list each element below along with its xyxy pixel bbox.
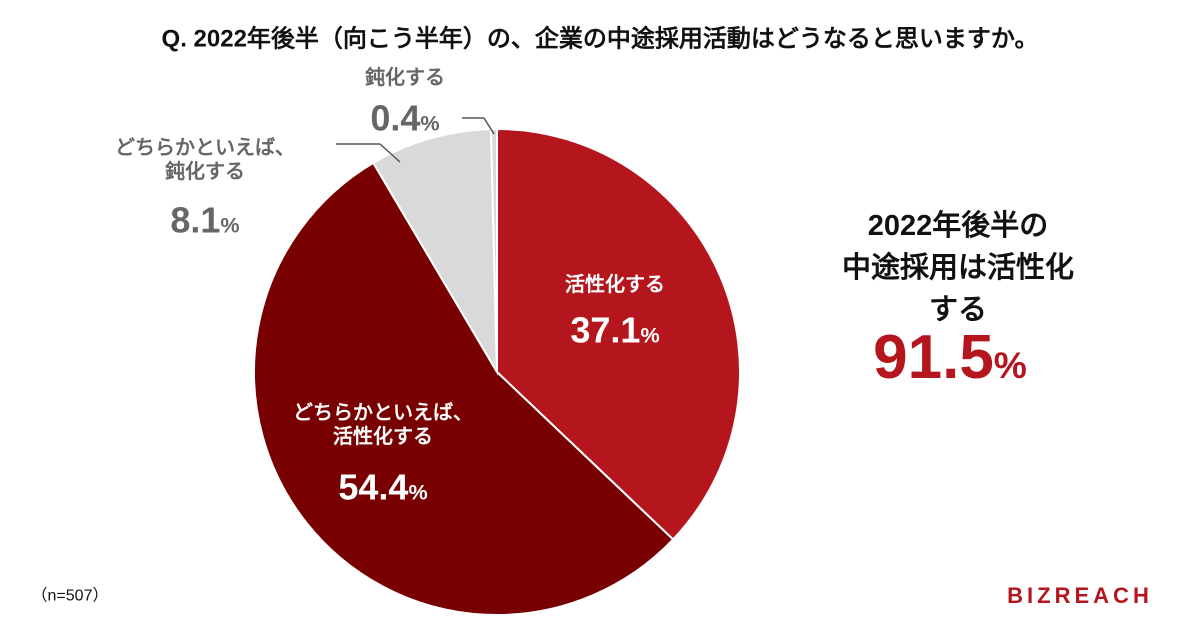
pie-slice bbox=[371, 128, 499, 376]
sample-note: （n=507） bbox=[31, 587, 109, 605]
slice-value-label: 0.4% bbox=[370, 97, 440, 139]
slice-value-label: 54.4% bbox=[338, 466, 428, 508]
leader-line bbox=[483, 117, 495, 135]
slice-label: 活性化する bbox=[565, 274, 665, 296]
annotation-text: 2022年後半の 中途採用は活性化する bbox=[841, 209, 1074, 327]
slice-value-label: 8.1% bbox=[170, 199, 240, 241]
slice-label: どちらかといえば、 鈍化する bbox=[115, 137, 295, 183]
chart-title: Q. 2022年後半（向こう半年）の、企業の中途採用活動はどうなると思いますか。 bbox=[161, 25, 1039, 53]
leader-line bbox=[379, 143, 401, 163]
pie-slice bbox=[496, 127, 741, 541]
logo: BIZREACH bbox=[1007, 582, 1153, 608]
annotation-value: 91.5% bbox=[873, 322, 1027, 392]
slice-label: 鈍化する bbox=[365, 67, 445, 89]
pie-slice bbox=[253, 161, 675, 616]
slice-label: どちらかといえば、 活性化する bbox=[293, 402, 473, 448]
slice-value-label: 37.1% bbox=[570, 309, 660, 351]
